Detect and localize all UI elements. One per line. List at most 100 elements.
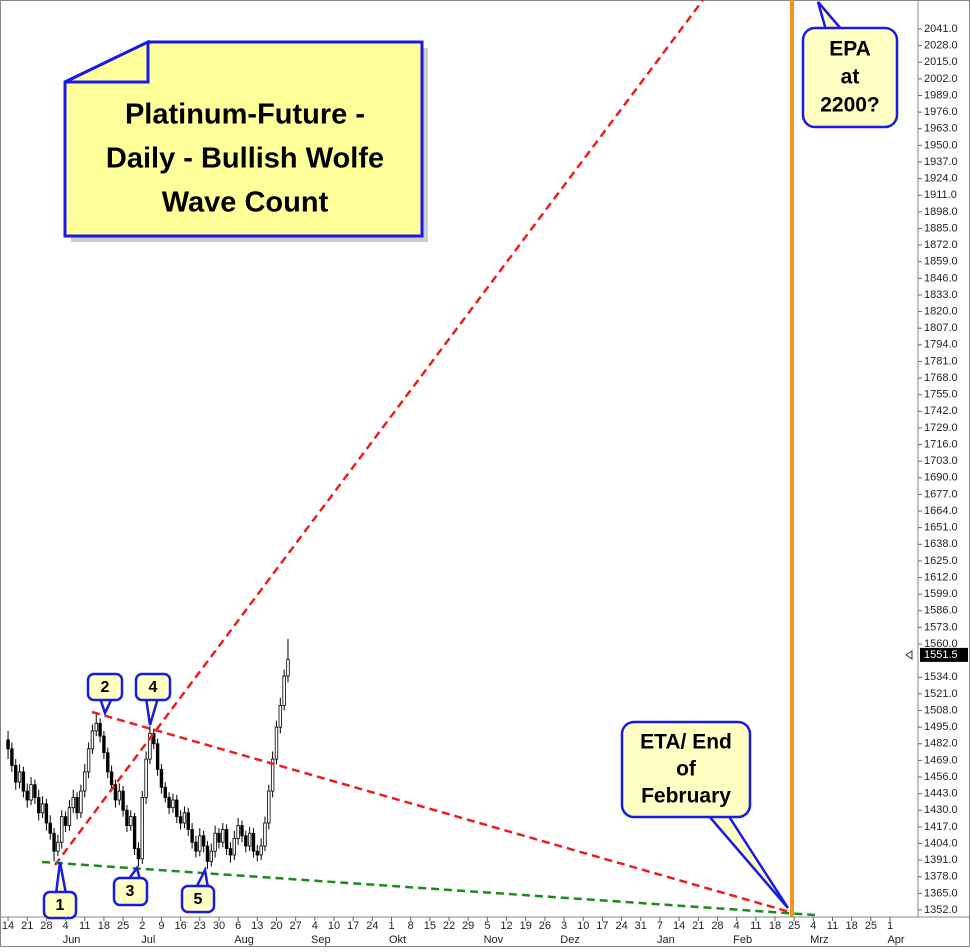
candle-body bbox=[102, 735, 106, 754]
callout-text: EPA bbox=[829, 38, 871, 61]
candle-body bbox=[48, 822, 52, 834]
x-tick-label: 1 bbox=[887, 920, 893, 932]
candle-body bbox=[140, 797, 144, 860]
y-tick-label: 1469.0 bbox=[924, 754, 958, 766]
y-tick-label: 2041.0 bbox=[924, 23, 958, 35]
candle-body bbox=[90, 730, 95, 750]
candle-body bbox=[201, 835, 206, 847]
wave-number: 3 bbox=[126, 883, 135, 900]
callout bbox=[42, 890, 78, 920]
y-tick-label: 1794.0 bbox=[924, 339, 958, 351]
x-tick-label: 31 bbox=[635, 920, 647, 932]
y-tick-label: 1989.0 bbox=[924, 89, 958, 101]
candle-body bbox=[205, 845, 210, 862]
wave-label: 3 bbox=[112, 865, 149, 907]
x-tick-label: 4 bbox=[734, 920, 740, 932]
x-tick-label: 17 bbox=[347, 920, 359, 932]
y-tick-label: 1755.0 bbox=[924, 389, 958, 401]
y-tick-label: 1404.0 bbox=[924, 837, 958, 849]
y-tick-label: 1924.0 bbox=[924, 173, 958, 185]
candle-body bbox=[182, 812, 187, 824]
last-price-arrow bbox=[905, 649, 913, 660]
x-tick-label: 23 bbox=[194, 920, 206, 932]
x-tick-label: 2 bbox=[139, 920, 145, 932]
x-tick-label: 24 bbox=[366, 920, 378, 932]
y-tick-label: 1690.0 bbox=[924, 472, 958, 484]
y-tick-label: 1612.0 bbox=[924, 571, 958, 583]
candle-body bbox=[148, 733, 152, 760]
candle-body bbox=[33, 784, 37, 798]
candle-body bbox=[209, 850, 213, 862]
y-tick-label: 1651.0 bbox=[924, 522, 958, 534]
y-tick-label: 1898.0 bbox=[924, 206, 958, 218]
candle-body bbox=[14, 765, 18, 783]
candle-body bbox=[194, 841, 198, 852]
x-tick-label: 15 bbox=[424, 920, 436, 932]
candle-body bbox=[221, 829, 225, 843]
callout bbox=[112, 876, 149, 907]
candle-body bbox=[282, 675, 286, 706]
candle-body bbox=[71, 797, 75, 809]
y-tick-label: 1560.0 bbox=[924, 638, 958, 650]
y-tick-label: 1950.0 bbox=[924, 139, 958, 151]
wave-number: 2 bbox=[101, 679, 110, 696]
x-tick-label: 14 bbox=[2, 920, 14, 932]
candle-body bbox=[40, 803, 45, 814]
callout bbox=[86, 672, 124, 702]
candle-body bbox=[10, 748, 14, 766]
x-tick-label: 27 bbox=[290, 920, 302, 932]
x-tick-label: 11 bbox=[827, 920, 838, 932]
y-tick-label: 1625.0 bbox=[924, 555, 958, 567]
x-tick-label: 21 bbox=[21, 920, 33, 932]
last-price-box bbox=[920, 647, 968, 662]
y-tick-label: 1833.0 bbox=[924, 289, 958, 301]
y-tick-label: 1807.0 bbox=[924, 322, 958, 334]
candle-body bbox=[232, 837, 236, 856]
x-tick-label: 19 bbox=[520, 920, 532, 932]
candle-body bbox=[60, 816, 64, 843]
y-tick-label: 1885.0 bbox=[924, 222, 958, 234]
candle-body bbox=[274, 726, 279, 760]
candle-body bbox=[113, 784, 118, 801]
x-tick-label: 18 bbox=[98, 920, 110, 932]
wave-number: 1 bbox=[56, 897, 65, 914]
y-tick-label: 1443.0 bbox=[924, 788, 958, 800]
x-tick-label: 16 bbox=[174, 920, 186, 932]
candle-body bbox=[63, 816, 68, 826]
candle-body bbox=[6, 739, 10, 750]
y-tick-label: 1729.0 bbox=[924, 422, 958, 434]
x-tick-label: 28 bbox=[711, 920, 723, 932]
candle-body bbox=[217, 832, 221, 843]
candle-body bbox=[117, 790, 121, 801]
candle-body bbox=[79, 790, 83, 814]
x-tick-label: 12 bbox=[500, 920, 512, 932]
trend-line bbox=[91, 710, 791, 914]
x-tick-label: 20 bbox=[270, 920, 282, 932]
candle-body bbox=[236, 825, 240, 839]
x-tick-label: 10 bbox=[577, 920, 589, 932]
candle-body bbox=[270, 758, 275, 792]
x-tick-label: 18 bbox=[769, 920, 781, 932]
candle-body bbox=[67, 807, 72, 826]
month-label: Sep bbox=[311, 934, 331, 946]
y-tick-label: 1716.0 bbox=[924, 438, 958, 450]
candle-body bbox=[175, 799, 179, 818]
callout bbox=[801, 26, 899, 129]
wave-label: 5 bbox=[180, 866, 216, 914]
candle-body bbox=[75, 797, 79, 814]
x-tick-label: 6 bbox=[235, 920, 241, 932]
y-tick-label: 1417.0 bbox=[924, 821, 958, 833]
y-tick-label: 1768.0 bbox=[924, 372, 958, 384]
x-tick-label: 30 bbox=[213, 920, 225, 932]
candle-body bbox=[190, 829, 194, 843]
month-label: Okt bbox=[389, 934, 406, 946]
candle-body bbox=[25, 790, 29, 801]
candle-body bbox=[56, 841, 60, 852]
candle-body bbox=[240, 825, 244, 837]
y-tick-label: 1846.0 bbox=[924, 272, 958, 284]
callout-text: February bbox=[641, 785, 731, 808]
candle-body bbox=[52, 832, 56, 852]
candle-body bbox=[129, 816, 133, 826]
wave-number: 4 bbox=[149, 679, 158, 696]
candle-body bbox=[109, 771, 114, 786]
